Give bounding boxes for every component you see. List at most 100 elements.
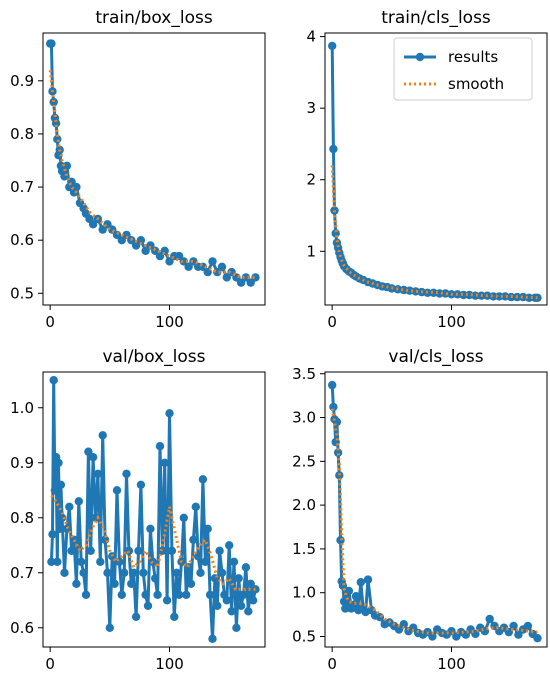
train-cls-loss-xtick-label: 100 (437, 313, 466, 331)
val-box-loss-results-point (72, 579, 81, 588)
val-box-loss-results-point (191, 502, 200, 511)
train-box-loss-results-point (88, 220, 98, 229)
val-box-loss-results-point (139, 568, 148, 577)
val-box-loss-results-point (86, 546, 95, 555)
val-cls-loss-results-point (328, 380, 337, 390)
val-box-loss-results-point (236, 601, 246, 610)
val-cls-loss-results-point (375, 613, 385, 622)
panel-val-cls-loss: val/cls_loss 0 100 0.5 1.0 1.5 2.0 2.5 3.0 3.5 (292, 347, 548, 673)
train-cls-loss-results-point (489, 292, 498, 301)
train-box-loss-results-point (47, 39, 56, 48)
legend-smooth-label: smooth (448, 75, 504, 93)
val-box-loss-results-point (174, 590, 184, 599)
panel-train-cls-loss: train/cls_loss 0 100 1 2 3 4 (306, 8, 548, 331)
train-box-loss-results-point (160, 246, 169, 255)
val-cls-loss-results-point (333, 448, 343, 457)
val-box-loss-results-point (115, 557, 124, 566)
val-box-loss-results-point (77, 557, 86, 566)
train-box-loss-xtick-label: 100 (155, 313, 184, 331)
val-cls-loss-title: val/cls_loss (388, 347, 483, 367)
train-cls-loss-results-point (471, 291, 480, 300)
val-box-loss-results-point (60, 568, 69, 577)
val-box-loss-results-point (160, 458, 169, 467)
train-box-loss-ytick-label: 0.7 (10, 178, 34, 196)
val-box-loss-ytick-label: 0.9 (10, 454, 34, 472)
val-cls-loss-results-point (533, 634, 542, 643)
val-box-loss-results-point (103, 568, 112, 577)
train-cls-loss-smooth-line (330, 165, 538, 300)
val-box-loss-title: val/box_loss (103, 347, 206, 367)
val-box-loss-axes-frame (42, 371, 266, 648)
val-box-loss-results-point (162, 596, 172, 605)
val-box-loss-results-point (93, 469, 103, 478)
train-cls-loss-title: train/cls_loss (381, 8, 491, 28)
val-box-loss-results-point (79, 568, 88, 577)
train-box-loss-smooth-line (48, 70, 256, 279)
val-box-loss-results-point (48, 530, 57, 539)
val-box-loss-results-point (170, 612, 179, 621)
val-box-loss-results-point (205, 590, 215, 599)
val-box-loss-results-point (98, 431, 107, 440)
train-box-loss-results-point (217, 262, 227, 271)
val-cls-loss-ytick-label: 2.5 (292, 452, 316, 470)
val-cls-loss-ytick-label: 1.5 (292, 540, 316, 558)
panel-train-box-loss: train/box_loss 0 100 0.5 0.6 0.7 0.8 0.9 (10, 8, 266, 331)
val-box-loss-results-point (57, 513, 67, 522)
val-box-loss-results-point (232, 623, 241, 632)
panel-val-box-loss: val/box_loss 0 100 0.6 0.7 0.8 0.9 1.0 (10, 347, 266, 673)
train-cls-loss-results-point (495, 292, 504, 301)
train-box-loss-results-point (72, 182, 81, 192)
train-box-loss-results-point (251, 273, 260, 282)
val-box-loss-results-point (110, 579, 119, 588)
val-box-loss-results-point (246, 579, 255, 588)
val-cls-loss-results-point (399, 620, 408, 629)
train-box-loss-ytick-label: 0.8 (10, 125, 34, 143)
val-box-loss-results-point (120, 568, 129, 577)
val-box-loss-smooth-line (50, 494, 256, 591)
val-box-loss-results-point (131, 612, 141, 621)
val-box-loss-results-point (105, 623, 115, 632)
val-box-loss-results-point (50, 486, 60, 495)
val-cls-loss-axes-frame (324, 371, 548, 648)
val-box-loss-results-point (136, 480, 146, 489)
val-cls-loss-plot-area (328, 380, 542, 643)
val-box-loss-results-point (151, 574, 160, 583)
val-box-loss-ytick-label: 0.7 (10, 564, 34, 582)
val-box-loss-results-point (244, 607, 253, 616)
train-box-loss-results-point (208, 257, 217, 266)
val-cls-loss-smooth-line (330, 408, 538, 635)
train-box-loss-results-point (62, 161, 72, 170)
val-cls-loss-ytick-label: 3.5 (292, 365, 316, 383)
val-box-loss-results-point (201, 557, 210, 566)
val-box-loss-results-point (117, 590, 127, 599)
val-box-loss-results-point (112, 486, 122, 495)
legend-results-marker (415, 52, 425, 62)
train-box-loss-ytick-label: 0.6 (10, 231, 34, 249)
val-box-loss-results-point (225, 541, 234, 550)
val-box-loss-results-point (241, 563, 251, 572)
val-box-loss-results-point (155, 442, 165, 451)
val-box-loss-results-point (167, 546, 177, 555)
val-cls-loss-results-point (351, 592, 361, 601)
val-box-loss-results-point (189, 535, 198, 544)
val-box-loss-xtick-label: 0 (45, 655, 55, 673)
train-box-loss-ytick-label: 0.5 (10, 284, 34, 302)
train-cls-loss-results-point (328, 41, 337, 51)
val-box-loss-results-point (196, 568, 205, 577)
train-box-loss-axes-frame (42, 32, 266, 306)
val-box-loss-plot-area (47, 376, 260, 643)
val-cls-loss-results-point (356, 578, 365, 587)
train-box-loss-results-point (49, 97, 58, 107)
val-box-loss-ytick-label: 1.0 (10, 399, 34, 417)
train-cls-loss-ytick-label: 2 (306, 171, 316, 189)
val-box-loss-results-point (122, 469, 131, 478)
val-box-loss-results-point (248, 596, 258, 605)
val-box-loss-results-point (56, 480, 66, 489)
val-cls-loss-results-point (428, 632, 437, 641)
val-box-loss-results-point (203, 524, 212, 533)
train-cls-loss-axes-frame (324, 32, 548, 306)
val-box-loss-results-point (213, 601, 222, 610)
train-box-loss-results-point (184, 262, 193, 271)
val-box-loss-results-point (239, 590, 248, 599)
